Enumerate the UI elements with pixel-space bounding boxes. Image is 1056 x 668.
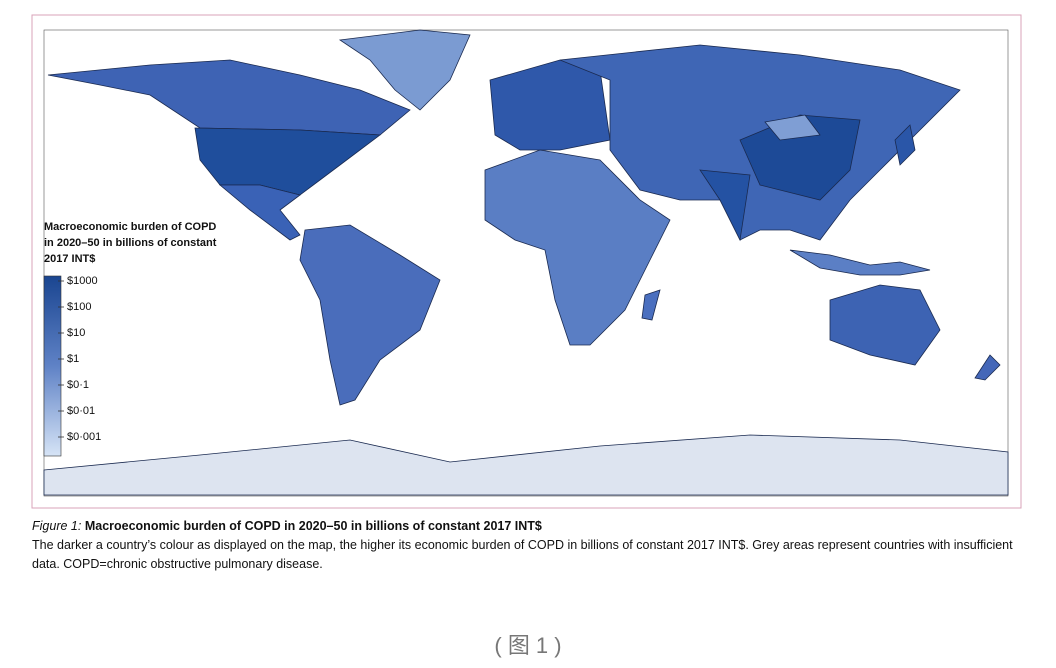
legend: Macroeconomic burden of COPD in 2020–50 …: [43, 221, 217, 457]
legend-title: in 2020–50 in billions of constant: [44, 237, 217, 249]
frame: [31, 14, 1022, 509]
legend-tick-label: $0·1: [67, 379, 89, 391]
legend-title: Macroeconomic burden of COPD: [44, 221, 216, 233]
caption: Figure 1: Macroeconomic burden of COPD i…: [32, 517, 1022, 574]
legend-title: 2017 INT$: [44, 253, 95, 265]
legend-tick-label: $100: [67, 301, 91, 313]
caption-label: Figure 1:: [32, 519, 82, 533]
legend-tick-label: $0·01: [67, 405, 95, 417]
footer: ( 图 1 ): [494, 633, 562, 658]
figure: Macroeconomic burden of COPD in 2020–50 …: [31, 14, 1022, 509]
caption-title: Macroeconomic burden of COPD in 2020–50 …: [84, 519, 542, 533]
legend-tick-label: $1000: [67, 275, 98, 287]
map: [43, 29, 1009, 496]
legend-tick-label: $0·001: [67, 431, 101, 443]
colorbar: [43, 275, 62, 457]
caption-text: The darker a country’s colour as display…: [32, 538, 1013, 571]
legend-tick-label: $10: [67, 327, 85, 339]
legend-tick-label: $1: [67, 353, 79, 365]
caption-heading: Figure 1: Macroeconomic burden of COPD i…: [32, 517, 1022, 536]
